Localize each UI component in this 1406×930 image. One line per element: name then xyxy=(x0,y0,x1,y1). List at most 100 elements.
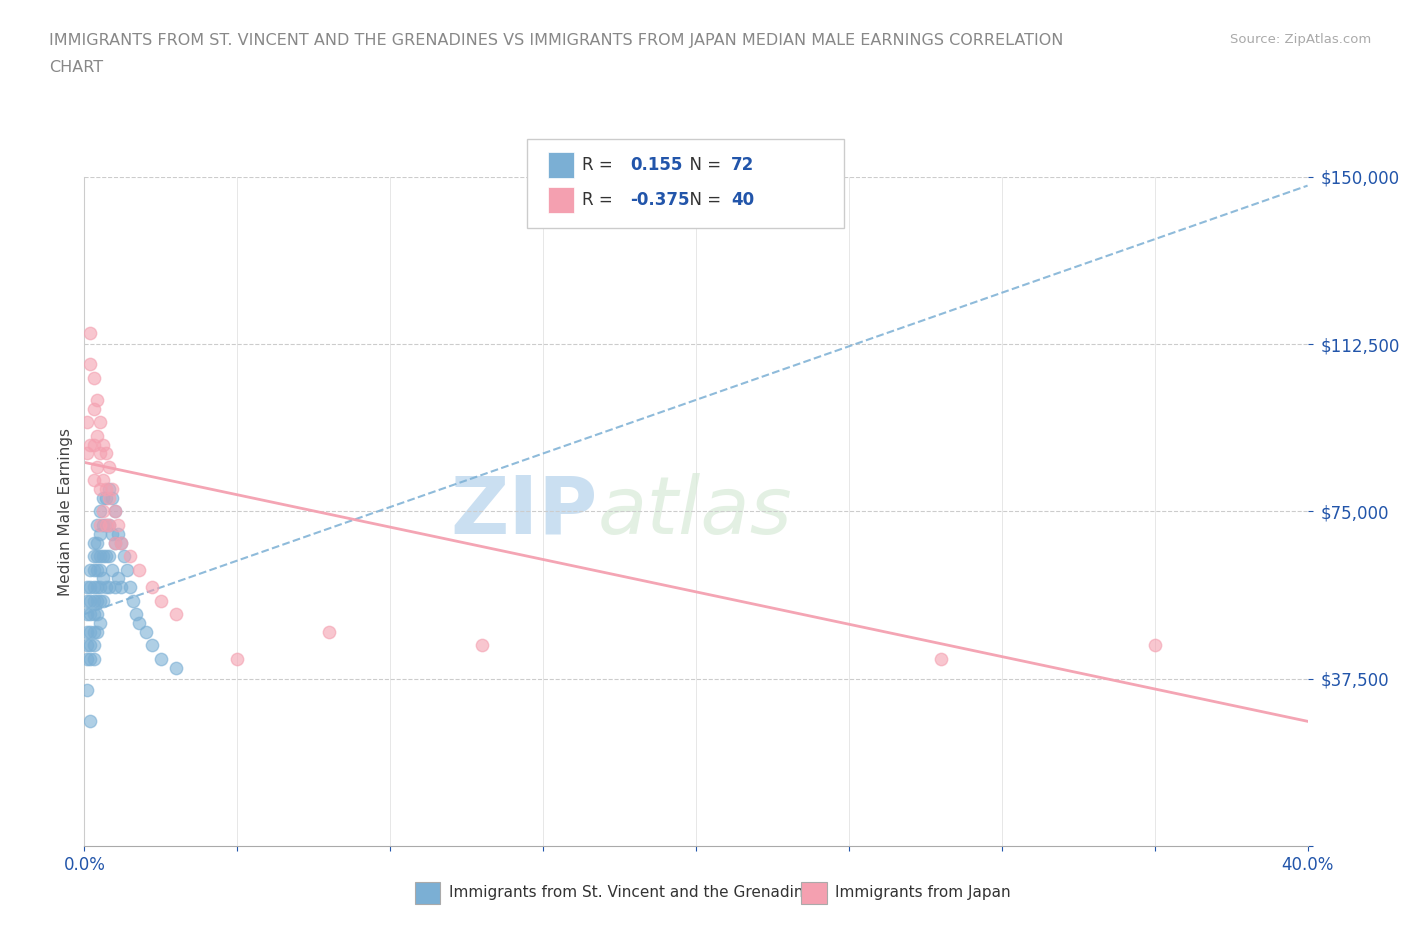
Point xyxy=(79,437,101,452)
Point xyxy=(86,580,108,595)
Point xyxy=(76,638,98,653)
Point xyxy=(83,370,105,385)
Point xyxy=(101,562,124,577)
Point xyxy=(97,517,120,532)
Point xyxy=(89,446,111,461)
Point xyxy=(149,593,172,608)
Point xyxy=(471,638,494,653)
Point xyxy=(110,536,132,551)
Point xyxy=(76,580,98,595)
Point xyxy=(128,562,150,577)
Point xyxy=(97,549,120,564)
Point xyxy=(141,638,163,653)
Point xyxy=(79,593,101,608)
Point xyxy=(91,571,114,586)
Point xyxy=(318,625,340,640)
Text: atlas: atlas xyxy=(598,472,793,551)
Point xyxy=(115,562,138,577)
Point xyxy=(86,536,108,551)
Point xyxy=(94,491,117,506)
Text: Immigrants from Japan: Immigrants from Japan xyxy=(835,885,1011,900)
Point xyxy=(122,593,145,608)
Point xyxy=(91,517,114,532)
Point xyxy=(86,392,108,407)
Text: Source: ZipAtlas.com: Source: ZipAtlas.com xyxy=(1230,33,1371,46)
Point xyxy=(83,580,105,595)
Point xyxy=(97,580,120,595)
Point xyxy=(89,517,111,532)
Point xyxy=(110,536,132,551)
Point xyxy=(79,651,101,666)
Point xyxy=(89,580,111,595)
Point xyxy=(86,593,108,608)
Point xyxy=(83,402,105,417)
Point xyxy=(83,606,105,621)
Point xyxy=(104,536,127,551)
Point xyxy=(83,625,105,640)
Point xyxy=(76,683,98,698)
Point xyxy=(83,593,105,608)
Point xyxy=(89,593,111,608)
Point xyxy=(89,616,111,631)
Point xyxy=(79,326,101,340)
Point xyxy=(125,606,148,621)
Point xyxy=(89,504,111,519)
Text: N =: N = xyxy=(679,191,727,209)
Point xyxy=(107,526,129,541)
Point xyxy=(86,459,108,474)
Point xyxy=(107,517,129,532)
Point xyxy=(76,415,98,430)
Point xyxy=(76,606,98,621)
Point xyxy=(91,472,114,487)
Point xyxy=(76,593,98,608)
Point xyxy=(94,580,117,595)
Point xyxy=(110,580,132,595)
Point xyxy=(165,660,187,675)
Point xyxy=(120,580,142,595)
Point xyxy=(79,638,101,653)
Point xyxy=(83,472,105,487)
Point xyxy=(86,517,108,532)
Point xyxy=(79,714,101,729)
Point xyxy=(141,580,163,595)
Point xyxy=(104,504,127,519)
Point xyxy=(94,517,117,532)
Point xyxy=(89,562,111,577)
Point xyxy=(83,651,105,666)
Point xyxy=(91,593,114,608)
Point xyxy=(79,562,101,577)
Point xyxy=(86,549,108,564)
Point xyxy=(97,482,120,497)
Point xyxy=(120,549,142,564)
Point xyxy=(89,526,111,541)
Point xyxy=(91,491,114,506)
Point xyxy=(91,549,114,564)
Text: -0.375: -0.375 xyxy=(630,191,689,209)
Point xyxy=(76,651,98,666)
Point xyxy=(107,571,129,586)
Point xyxy=(86,625,108,640)
Point xyxy=(97,517,120,532)
Point xyxy=(86,606,108,621)
Point xyxy=(83,549,105,564)
Point xyxy=(101,482,124,497)
Point xyxy=(104,504,127,519)
Point xyxy=(1143,638,1166,653)
Point xyxy=(94,517,117,532)
Point xyxy=(929,651,952,666)
Point xyxy=(79,357,101,372)
Point xyxy=(83,638,105,653)
Text: CHART: CHART xyxy=(49,60,103,75)
Text: Immigrants from St. Vincent and the Grenadines: Immigrants from St. Vincent and the Gren… xyxy=(449,885,821,900)
Point xyxy=(94,482,117,497)
Point xyxy=(76,625,98,640)
Point xyxy=(83,562,105,577)
Point xyxy=(89,415,111,430)
Y-axis label: Median Male Earnings: Median Male Earnings xyxy=(58,428,73,595)
Text: IMMIGRANTS FROM ST. VINCENT AND THE GRENADINES VS IMMIGRANTS FROM JAPAN MEDIAN M: IMMIGRANTS FROM ST. VINCENT AND THE GREN… xyxy=(49,33,1063,47)
Point xyxy=(112,549,135,564)
Point xyxy=(86,428,108,443)
Point xyxy=(86,562,108,577)
Point xyxy=(101,526,124,541)
Point xyxy=(76,446,98,461)
